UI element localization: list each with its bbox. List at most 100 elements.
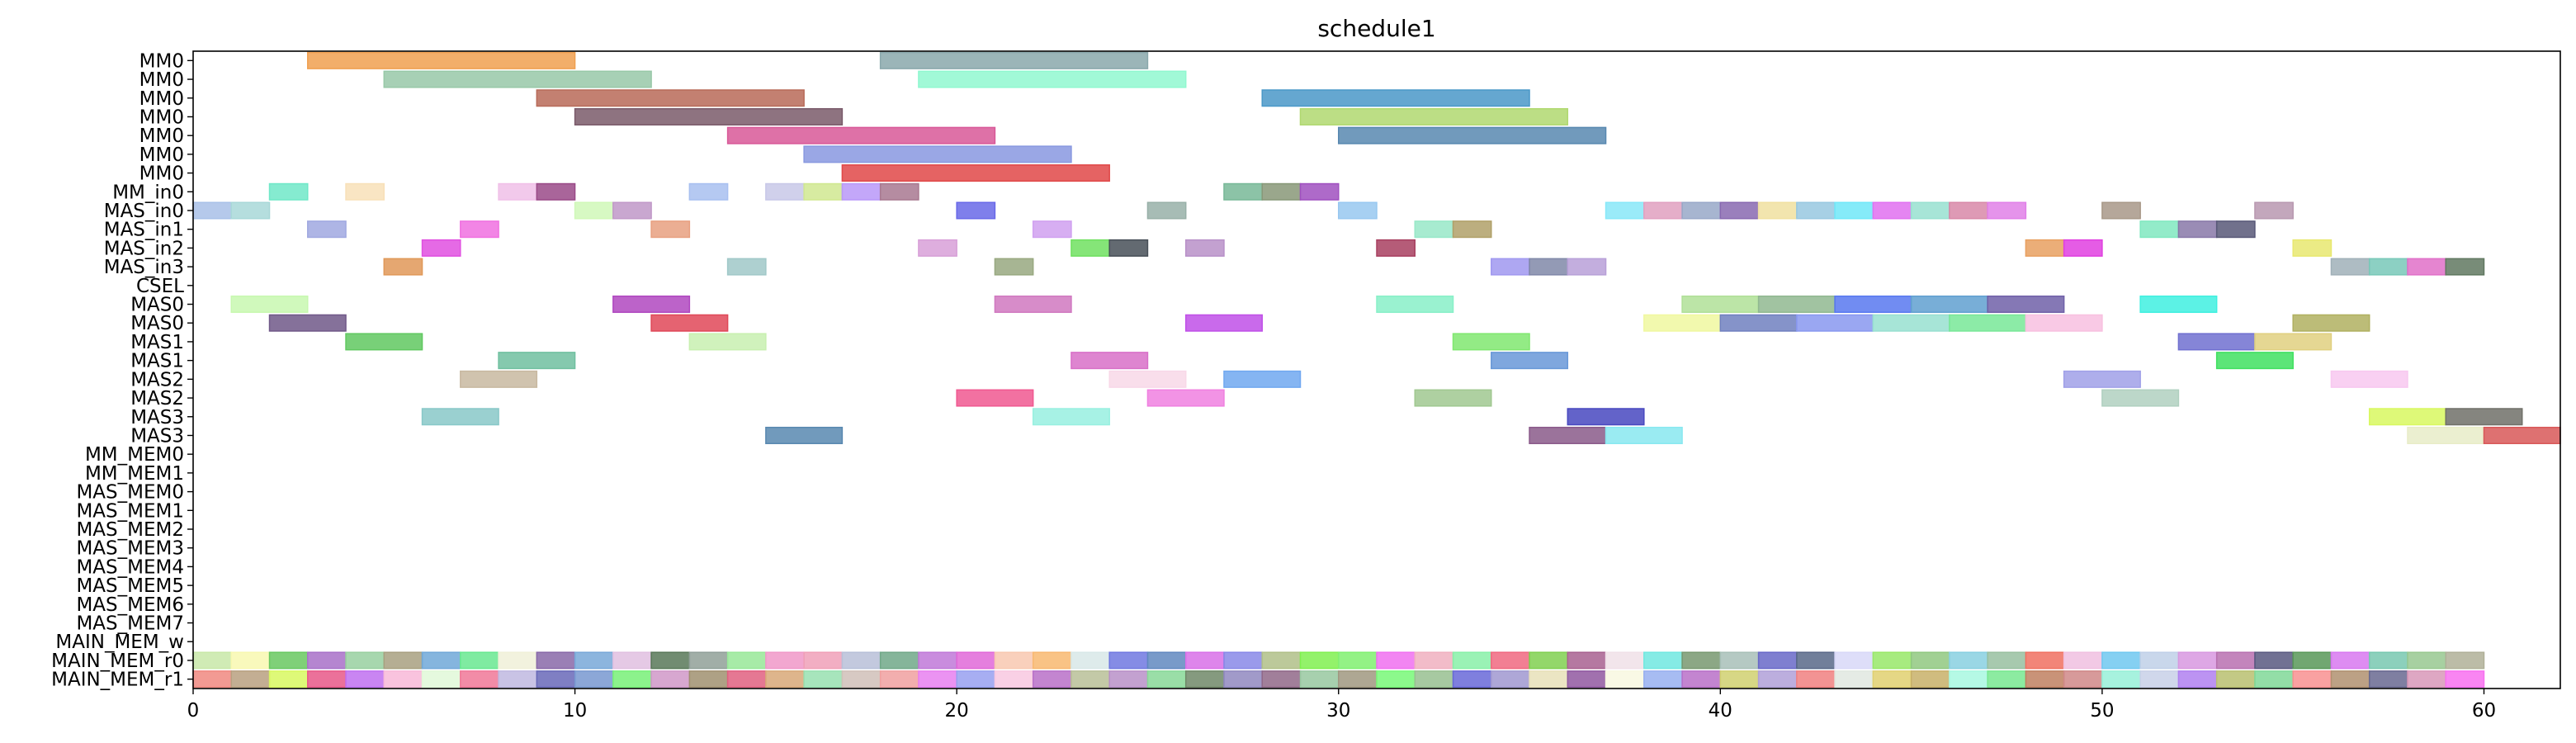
task-bar: [1223, 182, 1263, 201]
task-bar: [918, 239, 957, 257]
task-bar: [612, 296, 691, 314]
task-bar: [650, 220, 691, 239]
task-bar: [2215, 651, 2256, 670]
task-bar: [1071, 651, 1110, 670]
task-bar: [307, 220, 347, 239]
task-bar: [1681, 296, 1760, 314]
task-bar: [498, 670, 538, 689]
x-tick-label: 60: [2472, 700, 2496, 722]
task-bar: [345, 333, 423, 351]
task-bar: [688, 670, 729, 689]
task-bar: [956, 670, 996, 689]
task-bar: [1910, 201, 1950, 220]
task-bar: [1643, 314, 1722, 332]
y-tick-label: MAS3: [130, 407, 184, 428]
task-bar: [1184, 314, 1263, 332]
task-bar: [2177, 220, 2218, 239]
task-bar: [726, 651, 767, 670]
y-tick-label: MAS_MEM6: [76, 594, 184, 616]
task-bar: [612, 201, 652, 220]
task-bar: [1184, 239, 1225, 257]
task-bar: [230, 651, 271, 670]
y-tick-label: MAS3: [130, 425, 184, 447]
y-tick-label: MAS_MEM2: [76, 519, 184, 541]
task-bar: [2139, 220, 2180, 239]
task-bar: [841, 651, 882, 670]
task-bar: [1567, 651, 1607, 670]
task-bar: [2101, 670, 2141, 689]
y-tick-label: MAS1: [130, 351, 184, 372]
y-tick-label: MM_MEM0: [85, 444, 184, 466]
task-bar: [1757, 296, 1836, 314]
task-bar: [2254, 651, 2294, 670]
task-bar: [1757, 201, 1798, 220]
task-bar: [1032, 651, 1072, 670]
task-bar: [1108, 370, 1187, 388]
task-bar: [2254, 201, 2294, 220]
task-bar: [879, 670, 919, 689]
task-bar: [383, 670, 423, 689]
y-tick-label: MAS_MEM7: [76, 613, 184, 635]
task-bar: [2215, 220, 2256, 239]
task-bar: [1567, 670, 1607, 689]
task-bar: [1834, 670, 1874, 689]
task-bar: [1337, 126, 1607, 144]
task-bar: [230, 201, 271, 220]
y-tick-label: MAS_MEM0: [76, 482, 184, 504]
task-bar: [2025, 670, 2065, 689]
task-bar: [1681, 670, 1722, 689]
x-tick-label: 30: [1326, 700, 1350, 722]
task-bar: [1452, 670, 1492, 689]
task-bar: [1452, 651, 1492, 670]
y-tick-label: MAIN_MEM_w: [55, 632, 184, 653]
task-bar: [1414, 670, 1454, 689]
task-bar: [1146, 389, 1225, 407]
task-bar: [994, 651, 1034, 670]
task-bar: [841, 670, 882, 689]
task-bar: [1146, 201, 1187, 220]
y-tick-label: MAS_in1: [104, 220, 184, 241]
task-bar: [803, 145, 1072, 163]
task-bar: [1757, 670, 1798, 689]
y-tick-label: MAIN_MEM_r0: [51, 651, 184, 672]
task-bar: [1108, 670, 1149, 689]
task-bar: [2330, 651, 2370, 670]
x-tick-label: 0: [187, 700, 200, 722]
task-bar: [1757, 651, 1798, 670]
task-bar: [2139, 651, 2180, 670]
task-bar: [2101, 651, 2141, 670]
task-bar: [192, 651, 233, 670]
task-bar: [2025, 239, 2065, 257]
task-bar: [2177, 333, 2256, 351]
task-bar: [2177, 670, 2218, 689]
task-bar: [1949, 201, 1988, 220]
task-bar: [498, 182, 538, 201]
task-bar: [536, 670, 576, 689]
y-tick-label: MAS_MEM1: [76, 500, 184, 522]
task-bar: [1605, 426, 1683, 444]
task-bar: [2368, 670, 2408, 689]
task-bar: [1719, 201, 1760, 220]
task-bar: [2177, 651, 2218, 670]
task-bar: [1376, 296, 1454, 314]
task-bar: [2063, 370, 2141, 388]
task-bar: [2445, 408, 2523, 426]
task-bar: [1834, 296, 1912, 314]
task-bar: [650, 670, 691, 689]
task-bar: [1414, 651, 1454, 670]
task-bar: [1261, 89, 1530, 107]
task-bar: [2025, 314, 2103, 332]
task-bar: [1452, 220, 1492, 239]
y-tick-label: MAIN_MEM_r1: [51, 670, 184, 691]
task-bar: [688, 182, 729, 201]
task-bar: [1491, 352, 1569, 370]
task-bar: [1299, 670, 1340, 689]
task-bar: [498, 651, 538, 670]
task-bar: [268, 670, 309, 689]
task-bar: [1261, 670, 1302, 689]
y-tick-label: MM0: [139, 125, 184, 147]
y-tick-label: MAS_in2: [104, 238, 184, 259]
task-bar: [2101, 389, 2180, 407]
task-bar: [230, 296, 309, 314]
